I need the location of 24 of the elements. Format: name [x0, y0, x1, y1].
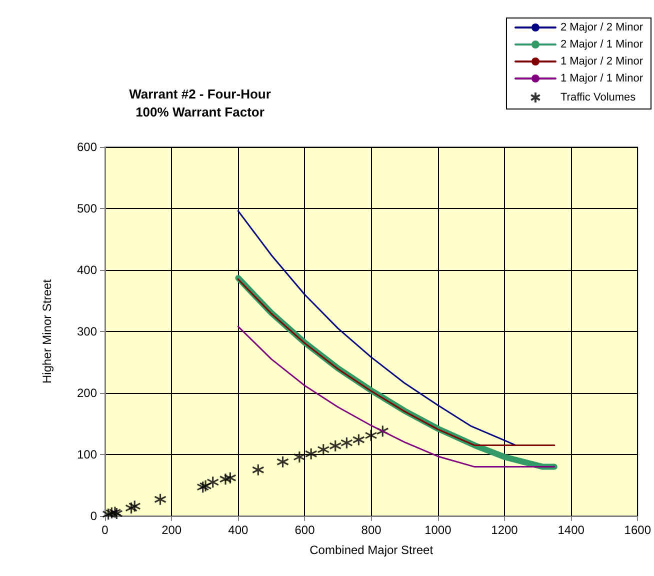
legend-label: 2 Major / 1 Minor	[560, 38, 644, 50]
x-axis-title: Combined Major Street	[310, 543, 434, 557]
y-tick-label: 500	[76, 202, 98, 216]
x-tick-label: 800	[361, 523, 382, 537]
y-tick-label: 100	[76, 448, 98, 462]
legend-label: 2 Major / 2 Minor	[560, 22, 644, 34]
x-tick-label: 400	[228, 523, 248, 537]
y-tick-label: 300	[76, 324, 98, 338]
x-tick-label: 0	[102, 523, 109, 537]
x-tick-label: 1200	[491, 523, 518, 537]
x-tick-label: 1400	[558, 523, 585, 537]
x-tick-label: 200	[162, 523, 182, 537]
y-tick-label: 600	[76, 140, 98, 154]
y-axis-title: Higher Minor Street	[40, 278, 54, 384]
y-tick-label: 400	[76, 263, 98, 277]
legend-label: 1 Major / 2 Minor	[560, 56, 644, 68]
y-tick-label: 200	[76, 386, 98, 400]
x-tick-label: 1600	[624, 523, 652, 537]
y-tick-label: 0	[90, 509, 98, 523]
legend-label: Traffic Volumes	[560, 92, 636, 104]
chart-title: Warrant #2 - Four-Hour 100% Warrant Factor	[129, 86, 271, 120]
legend-label: 1 Major / 1 Minor	[560, 72, 644, 84]
x-tick-label: 600	[294, 523, 316, 537]
x-tick-label: 1000	[424, 523, 452, 537]
